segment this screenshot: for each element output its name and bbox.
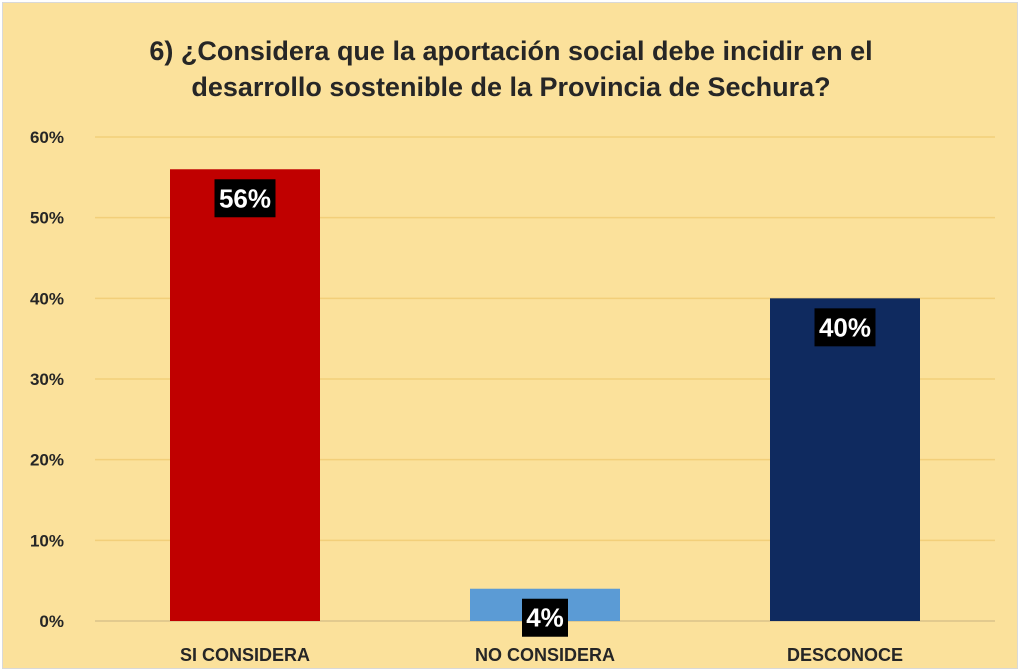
y-tick-label: 50% [30,209,64,228]
x-axis: SI CONSIDERA NO CONSIDERA DESCONOCE [180,645,903,665]
y-tick-label: 20% [30,451,64,470]
y-tick-label: 40% [30,289,64,308]
y-tick-label: 60% [30,128,64,147]
category-label: SI CONSIDERA [180,645,310,665]
bars [170,169,920,621]
y-tick-label: 30% [30,370,64,389]
category-label: DESCONOCE [787,645,903,665]
y-tick-label: 0% [39,612,64,631]
data-label-box [522,598,568,637]
category-label: NO CONSIDERA [475,645,615,665]
data-label-box [214,179,276,218]
y-axis: 0% 10% 20% 30% 40% 50% 60% [30,128,64,631]
data-label: 4% [526,603,564,633]
chart-title: 6) ¿Considera que la aportación social d… [149,36,873,102]
y-tick-label: 10% [30,531,64,550]
bar-desconoce [770,298,920,621]
data-labels: 56% 4% 40% [214,179,876,637]
data-label: 40% [819,312,871,342]
bar-si-considera [170,169,320,621]
data-label: 56% [219,183,271,213]
data-label-box [814,308,876,347]
